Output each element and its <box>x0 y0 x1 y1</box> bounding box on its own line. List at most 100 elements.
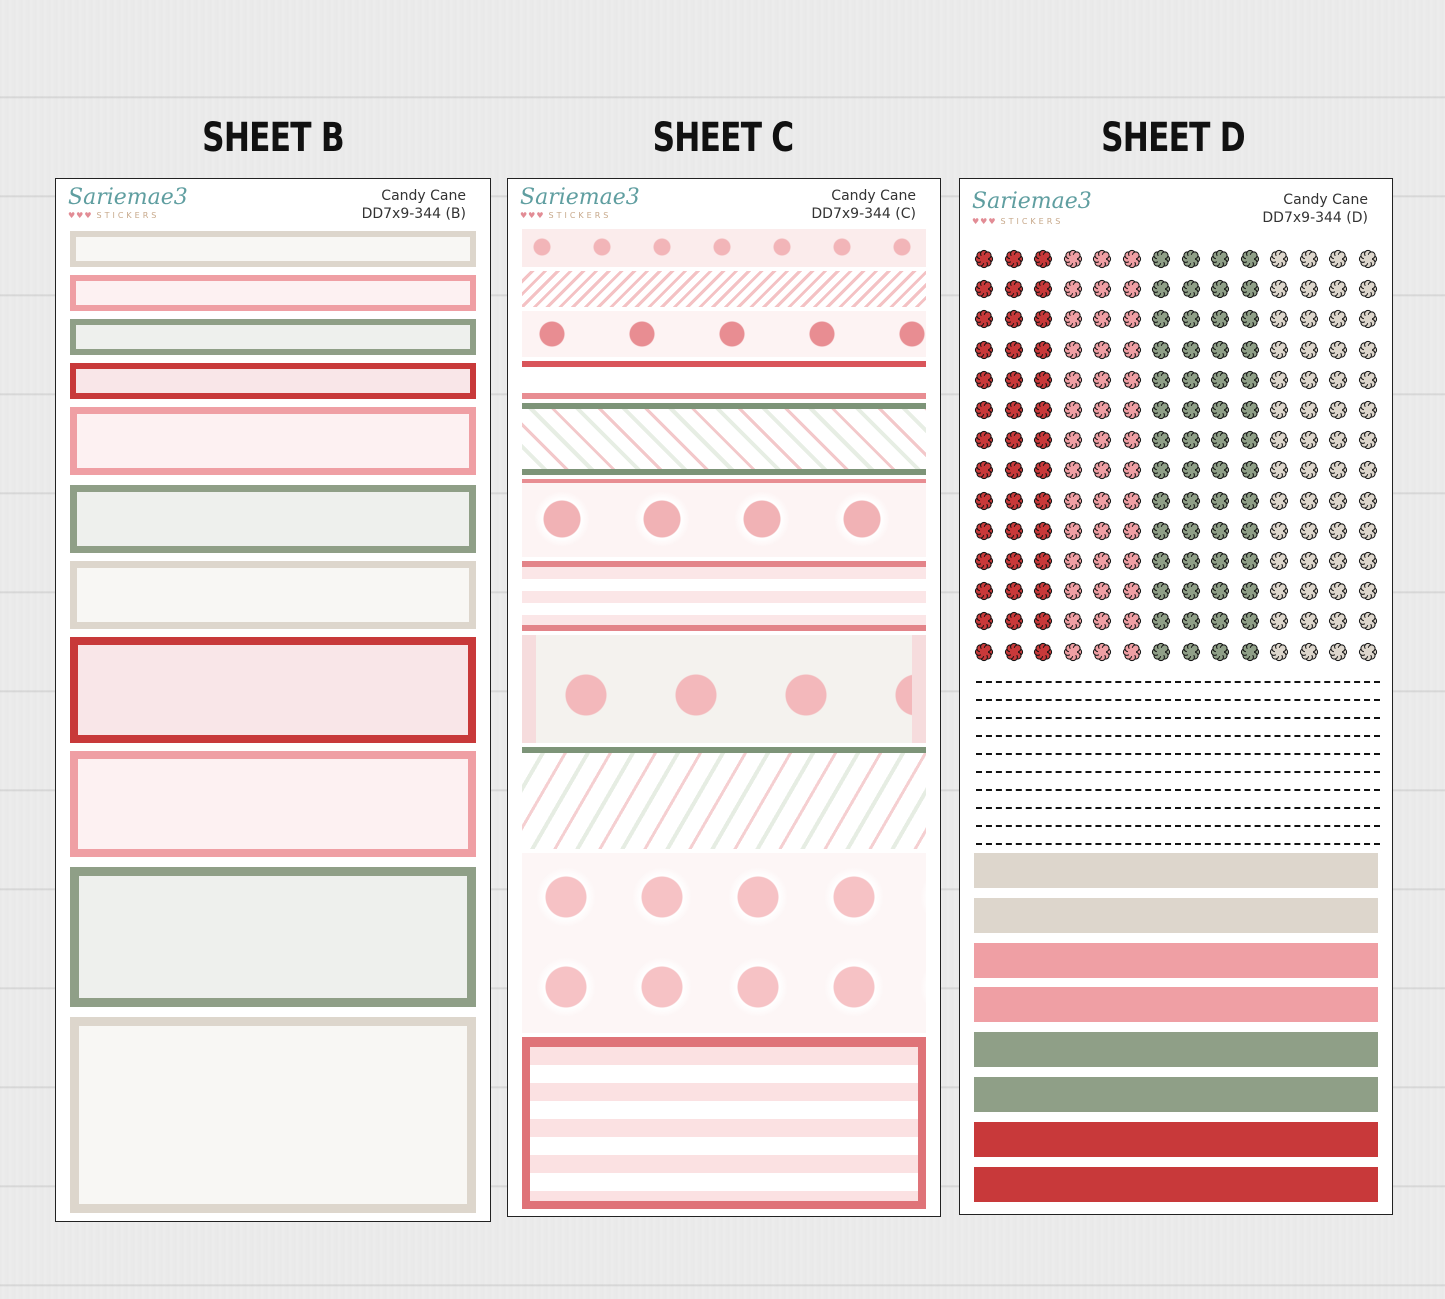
sheet-meta: Candy Cane DD7x9-344 (C) <box>811 187 916 223</box>
flower-dot <box>1092 370 1112 389</box>
brand-sub: ♥♥♥ STICKERS <box>972 217 1064 226</box>
flower-dot <box>1299 612 1318 631</box>
sticker-box <box>70 1017 476 1213</box>
flower-dot <box>1269 310 1289 329</box>
flower-dot <box>1033 431 1053 450</box>
flower-dot <box>1092 431 1112 450</box>
flower-dot <box>1004 491 1023 510</box>
sheet-name: Candy Cane <box>831 188 916 204</box>
flower-dot <box>1063 612 1082 631</box>
flower-dot <box>1210 551 1230 571</box>
flower-dot <box>1240 310 1259 329</box>
flower-dot <box>1358 521 1377 540</box>
flower-dot <box>1092 642 1112 661</box>
flower-dot <box>1299 582 1318 601</box>
flower-dot <box>1299 249 1318 269</box>
flower-dot <box>1181 249 1200 269</box>
flower-dot <box>1033 340 1053 359</box>
sheet-name: Candy Cane <box>1283 192 1368 208</box>
flower-dot <box>1181 280 1200 299</box>
flower-dot <box>1092 582 1112 601</box>
flower-dot <box>1004 340 1023 359</box>
flower-dot <box>974 461 994 480</box>
dashed-line <box>976 681 1380 683</box>
flower-dot <box>1240 340 1259 359</box>
flower-dot <box>1269 370 1289 389</box>
sticker-box <box>70 561 476 629</box>
sticker-box <box>70 275 476 311</box>
sheet-code: DD7x9-344 (C) <box>811 206 916 222</box>
flower-dot <box>1328 280 1348 299</box>
sheet-d-title: SHEET D <box>1101 115 1246 161</box>
flower-dot <box>1181 400 1200 420</box>
flower-dot <box>1092 340 1112 359</box>
flower-dot <box>1092 491 1112 510</box>
flower-dot <box>1299 551 1318 571</box>
flower-dot <box>1328 370 1348 389</box>
brand-sub: ♥♥♥ STICKERS <box>520 211 612 220</box>
pattern-block-greenery <box>522 403 926 475</box>
flower-dot <box>1358 280 1377 299</box>
flower-dot <box>1358 551 1377 571</box>
flower-dot <box>1092 400 1112 420</box>
pattern-block-stripes <box>522 561 926 631</box>
flower-dot <box>1151 642 1171 661</box>
flower-dot <box>1210 582 1230 601</box>
dashed-line <box>976 807 1380 809</box>
flower-dot <box>1328 642 1348 661</box>
sticker-box <box>70 485 476 553</box>
flower-dot <box>1033 249 1053 269</box>
flower-dot <box>1328 521 1348 540</box>
flower-dot <box>1328 461 1348 480</box>
flower-dot <box>1151 582 1171 601</box>
flower-dot <box>1063 642 1082 661</box>
flower-dot <box>1033 461 1053 480</box>
flower-dot <box>1269 582 1289 601</box>
flower-dot <box>1004 400 1023 420</box>
color-strip <box>974 1032 1378 1068</box>
flower-dot <box>1004 461 1023 480</box>
flower-dot <box>1033 370 1053 389</box>
flower-dot <box>1181 521 1200 540</box>
flower-dot <box>1151 491 1171 510</box>
flower-dot <box>1063 280 1082 299</box>
flower-dot <box>1240 461 1259 480</box>
flower-dot <box>1181 310 1200 329</box>
flower-dot <box>1269 340 1289 359</box>
flower-dot <box>1033 310 1053 329</box>
color-strip <box>974 853 1378 888</box>
sticker-box <box>70 637 476 743</box>
flower-dot <box>1063 461 1082 480</box>
flower-dot <box>1328 431 1348 450</box>
sheet-meta: Candy Cane DD7x9-344 (B) <box>362 187 466 223</box>
flower-dot <box>1358 310 1377 329</box>
sheet-code: DD7x9-344 (D) <box>1262 210 1368 226</box>
flower-dot <box>1033 612 1053 631</box>
flower-dot <box>1063 431 1082 450</box>
flower-dot <box>1269 461 1289 480</box>
flower-dot <box>974 340 994 359</box>
flower-dot <box>1328 310 1348 329</box>
flower-dot <box>1151 280 1171 299</box>
dashed-line <box>976 789 1380 791</box>
flower-dot <box>1181 431 1200 450</box>
flower-dot <box>974 612 994 631</box>
flower-dot <box>1358 400 1377 420</box>
sticker-box <box>70 363 476 399</box>
flower-dot <box>1210 491 1230 510</box>
flower-dot <box>1240 280 1259 299</box>
color-strip <box>974 987 1378 1023</box>
flower-dot <box>1092 310 1112 329</box>
flower-dot <box>1299 461 1318 480</box>
flower-dot <box>1092 249 1112 269</box>
sticker-box <box>70 867 476 1007</box>
sheet-d: Sariemae3 ♥♥♥ STICKERS Candy Cane DD7x9-3… <box>959 178 1393 1215</box>
flower-dot <box>1151 310 1171 329</box>
flower-dot <box>1240 642 1259 661</box>
dashed-line <box>976 825 1380 827</box>
flower-dot <box>1033 582 1053 601</box>
flower-dot <box>1181 582 1200 601</box>
flower-dot <box>1122 612 1141 631</box>
brand-sub: ♥♥♥ STICKERS <box>68 211 160 220</box>
flower-dot <box>1122 249 1141 269</box>
